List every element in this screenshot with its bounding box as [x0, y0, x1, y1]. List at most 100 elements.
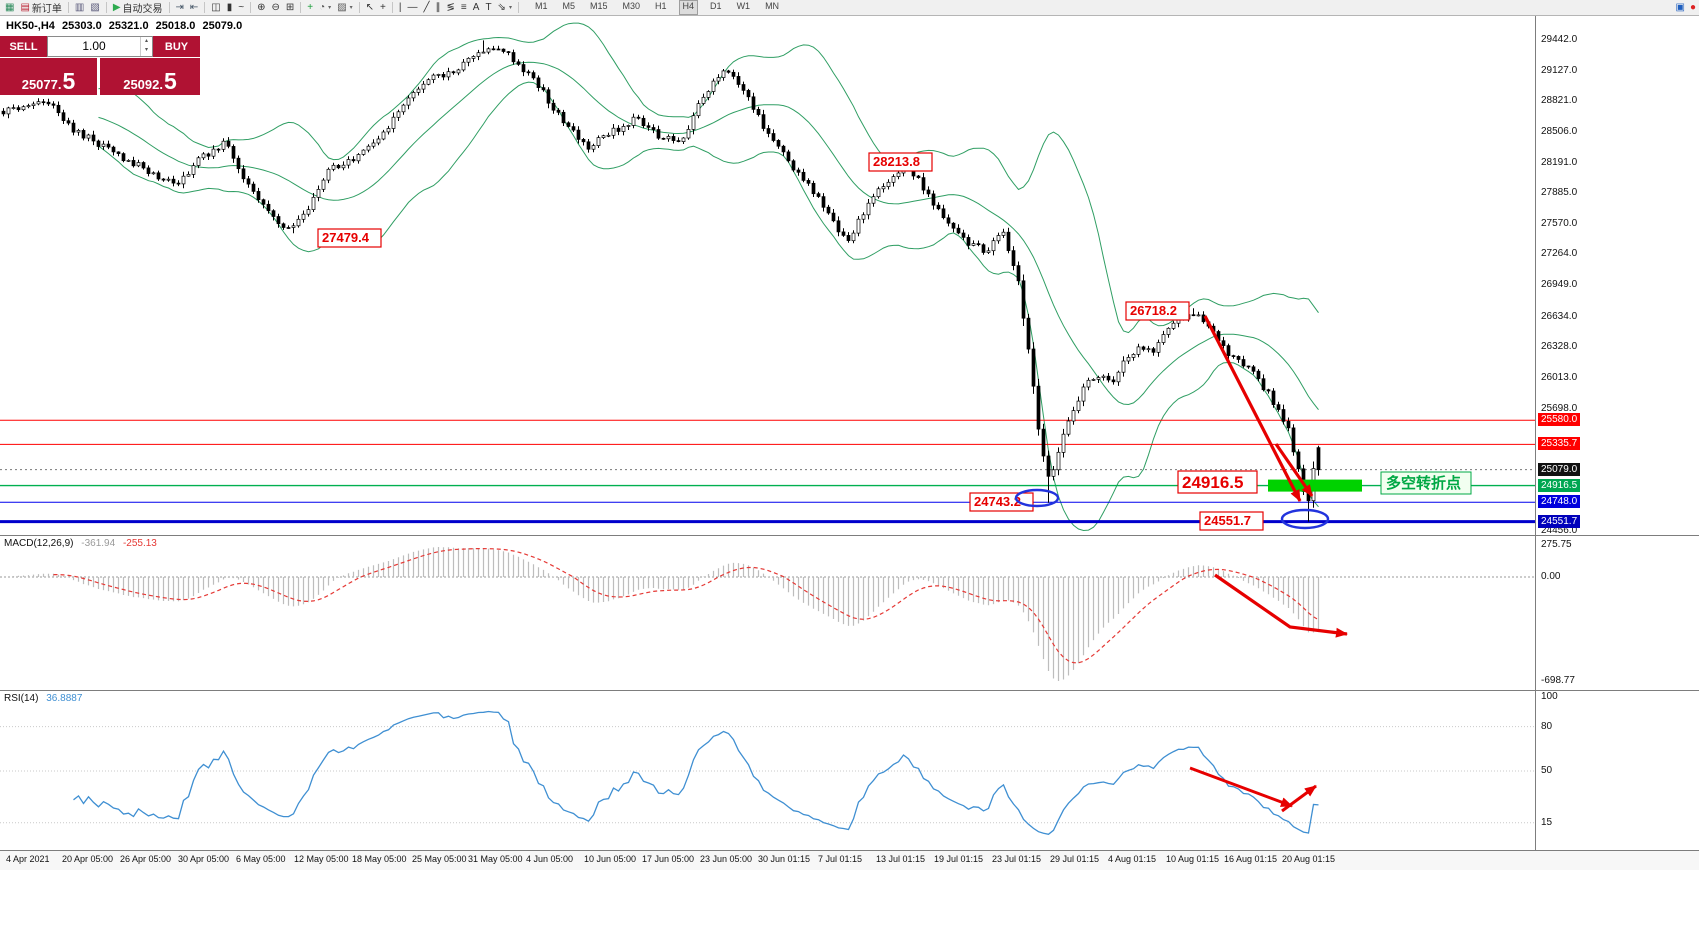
toolbar-separator	[168, 2, 170, 13]
toolbar-separator	[67, 2, 69, 13]
price-axis-label: 26949.0	[1541, 279, 1578, 291]
panel-separator	[0, 535, 1699, 536]
zoom-in-icon[interactable]: ⊕	[254, 1, 268, 15]
toolbar-separator	[358, 2, 360, 13]
label-icon[interactable]: T	[482, 1, 494, 15]
main-price-chart[interactable]: 27479.4 28213.8 26718.2 24916.5 24743.2 24551…	[0, 16, 1535, 535]
price-tag: 24916.5	[1538, 478, 1581, 492]
record-icon[interactable]: ●	[1689, 2, 1696, 13]
rsi-trend-arrow[interactable]	[1281, 784, 1317, 813]
cursor-icon[interactable]: ↖	[363, 1, 377, 15]
price-tag: 24748.0	[1538, 495, 1581, 509]
fibonacci-icon[interactable]: ≶	[444, 1, 458, 15]
fibonacci-icon: ≶	[446, 1, 455, 13]
price-annotation[interactable]: 28213.8	[868, 152, 933, 172]
period-icon[interactable]: ◔ ▾	[316, 1, 334, 15]
price-tag: 25580.0	[1538, 413, 1581, 427]
rsi-trend-arrow[interactable]	[1189, 766, 1293, 808]
highlight-ellipse[interactable]	[1280, 508, 1330, 530]
macd-trend-arrow[interactable]	[1214, 573, 1348, 638]
support-zone[interactable]	[1268, 479, 1362, 492]
toolbar-separator	[391, 2, 393, 13]
line-chart-icon[interactable]: ~	[235, 1, 247, 15]
price-axis-label: 25698.0	[1541, 402, 1578, 414]
rsi-panel[interactable]	[0, 690, 1535, 850]
shapes-icon[interactable]: ≡	[458, 1, 470, 15]
bollinger-middle-band	[98, 61, 1319, 411]
candle-wicks	[3, 40, 1319, 522]
sell-price[interactable]: 25077. 5	[0, 58, 97, 95]
profiles-icon[interactable]: ▧	[87, 1, 102, 15]
bar-chart-icon[interactable]: ◫	[208, 1, 223, 15]
shapes-icon: ≡	[460, 1, 467, 13]
time-axis-label: 18 May 05:00	[352, 854, 407, 864]
timeframe-w1[interactable]: W1	[736, 1, 751, 11]
macd-histogram	[12, 547, 1320, 681]
turning-point-label[interactable]: 多空转折点	[1380, 471, 1472, 495]
chart-shift-icon[interactable]: ⇥	[173, 1, 187, 15]
ohlc-high: 25321.0	[108, 20, 149, 32]
arrows-icon[interactable]: ⇘ ▾	[495, 1, 515, 15]
trend-arrow[interactable]	[1274, 443, 1314, 497]
time-axis-label: 17 Jun 05:00	[642, 854, 695, 864]
price-annotation[interactable]: 26718.2	[1125, 301, 1190, 321]
candlestick-chart-icon[interactable]: ▮	[224, 1, 236, 15]
zoom-out-icon[interactable]: ⊖	[269, 1, 283, 15]
terminal-chart-icon[interactable]: ▦	[2, 1, 17, 15]
timeframe-m5[interactable]: M5	[562, 1, 575, 11]
price-annotation[interactable]: 24916.5	[1177, 470, 1258, 494]
macd-panel[interactable]	[0, 535, 1535, 690]
autotrading-button[interactable]: ▶ 自动交易	[110, 1, 166, 16]
text-icon[interactable]: A	[470, 1, 483, 15]
vertical-line-icon[interactable]: |	[396, 1, 405, 15]
terminal-chart-icon: ▦	[5, 1, 15, 13]
volume-decrease-icon[interactable]: ▾	[144, 47, 148, 53]
trend-arrow[interactable]	[1203, 315, 1302, 502]
macd-name: MACD(12,26,9)	[4, 538, 74, 549]
autoscroll-icon[interactable]: ⇤	[187, 1, 201, 15]
timeframe-h1[interactable]: H1	[655, 1, 667, 11]
volume-increase-icon[interactable]: ▴	[144, 38, 148, 44]
time-axis-label: 19 Jul 01:15	[934, 854, 984, 864]
one-click-trading-panel: SELL 1.00 ▴ ▾ BUY 25077. 5 25092. 5	[0, 36, 200, 95]
arrows-icon: ⇘	[497, 1, 506, 13]
volume-value[interactable]: 1.00	[82, 39, 106, 53]
channel-icon[interactable]: ∥	[433, 1, 444, 15]
tile-windows-icon[interactable]: ⊞	[283, 1, 297, 15]
timeframe-mn[interactable]: MN	[765, 1, 780, 11]
autotrading-button-label: 自动交易	[122, 4, 163, 15]
add-indicator-icon[interactable]: +	[304, 1, 316, 15]
sell-button[interactable]: SELL	[0, 36, 47, 57]
timeframe-d1[interactable]: D1	[710, 1, 722, 11]
panel-separator	[0, 850, 1699, 851]
new-order-button[interactable]: ▤ 新订单	[17, 1, 64, 16]
depth-of-market-icon[interactable]: ▣	[1675, 2, 1685, 13]
timeframe-h4[interactable]: H4	[678, 0, 699, 15]
rsi-indicator-label: RSI(14) 36.8887	[4, 693, 87, 704]
toolbar-separator	[300, 2, 302, 13]
trendline-icon[interactable]: ╱	[421, 1, 433, 15]
zoom-in-icon: ⊕	[257, 1, 266, 13]
price-annotation[interactable]: 27479.4	[317, 228, 382, 248]
price-annotation[interactable]: 24743.2	[969, 492, 1034, 512]
bollinger-upper-band	[98, 22, 1319, 334]
line-chart-icon: ~	[238, 1, 245, 13]
charts-icon[interactable]: ▥	[72, 1, 87, 15]
highlight-ellipse[interactable]	[1014, 488, 1060, 508]
crosshair-icon[interactable]: +	[377, 1, 389, 15]
timeframe-m1[interactable]: M1	[534, 1, 548, 11]
template-icon[interactable]: ▨ ▾	[334, 1, 355, 15]
price-axis-label: 26634.0	[1541, 310, 1578, 322]
time-axis-label: 29 Jul 01:15	[1050, 854, 1100, 864]
volume-field[interactable]: 1.00 ▴ ▾	[47, 36, 153, 57]
price-annotation[interactable]: 24551.7	[1199, 511, 1264, 531]
trendline-icon: ╱	[423, 1, 430, 13]
horizontal-line-icon[interactable]: —	[405, 1, 421, 15]
time-axis-label: 23 Jun 05:00	[700, 854, 753, 864]
timeframe-m30[interactable]: M30	[622, 1, 641, 11]
price-axis-label: 29127.0	[1541, 65, 1578, 77]
timeframe-m15[interactable]: M15	[589, 1, 608, 11]
svg-text:24743.2: 24743.2	[974, 494, 1021, 509]
buy-button[interactable]: BUY	[153, 36, 200, 57]
buy-price[interactable]: 25092. 5	[100, 58, 200, 95]
